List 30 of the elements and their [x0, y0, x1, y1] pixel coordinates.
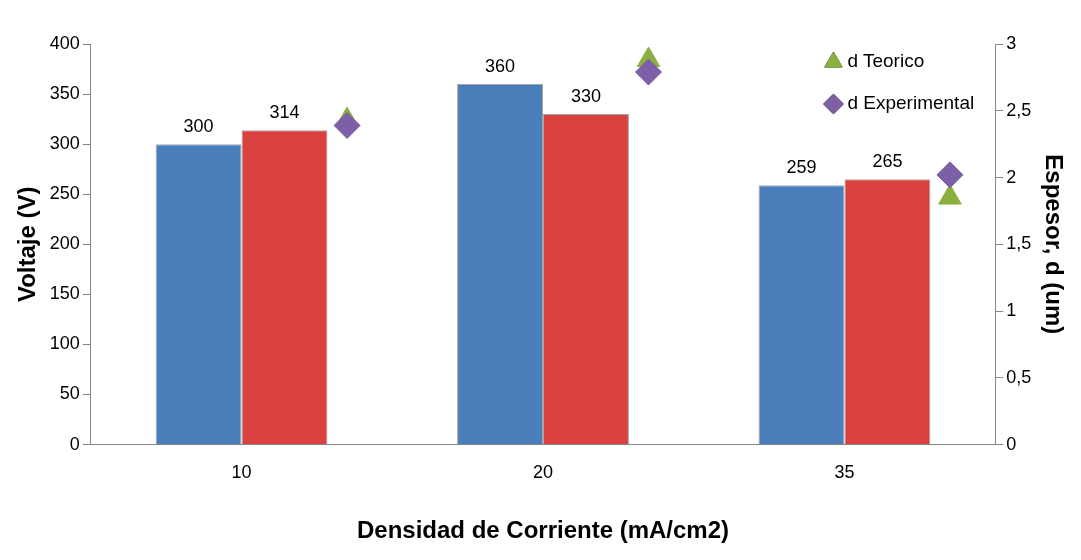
y-tick-label: 350 [49, 83, 80, 104]
y2-tick-label: 0 [1006, 433, 1017, 454]
y-tick-label: 150 [49, 283, 80, 304]
data-label: 259 [786, 157, 817, 178]
y2-tick-label: 0,5 [1006, 366, 1032, 387]
y-tick-label: 100 [49, 333, 80, 354]
data-label: 300 [183, 116, 214, 137]
y2-tick-label: 3 [1006, 32, 1017, 53]
y-tick-label: 50 [59, 383, 80, 404]
data-label: 330 [570, 86, 601, 107]
y-axis-title: Voltaje (V) [13, 186, 41, 303]
y2-tick-label: 1,5 [1006, 233, 1032, 254]
y-tick-label: 300 [49, 133, 80, 154]
data-label: 360 [485, 56, 516, 77]
y-tick-label: 250 [49, 183, 80, 204]
x-axis-title: Densidad de Corriente (mA/cm2) [356, 516, 730, 544]
legend-label: d Experimental [847, 92, 975, 114]
data-label: 314 [269, 102, 300, 123]
x-tick-label: 35 [834, 462, 855, 483]
y2-tick-label: 1 [1006, 300, 1017, 321]
y-tick-label: 400 [49, 32, 80, 53]
x-tick-label: 20 [532, 462, 554, 483]
data-label: 265 [872, 151, 903, 172]
y2-tick-label: 2,5 [1006, 99, 1032, 120]
y-tick-label: 200 [49, 233, 80, 254]
y-tick-label: 0 [69, 433, 80, 454]
y2-tick-label: 2 [1006, 166, 1017, 187]
y2-axis-title: Espesor, d (um) [1040, 154, 1068, 335]
x-tick-label: 10 [231, 462, 252, 483]
legend-label: d Teorico [847, 50, 925, 72]
